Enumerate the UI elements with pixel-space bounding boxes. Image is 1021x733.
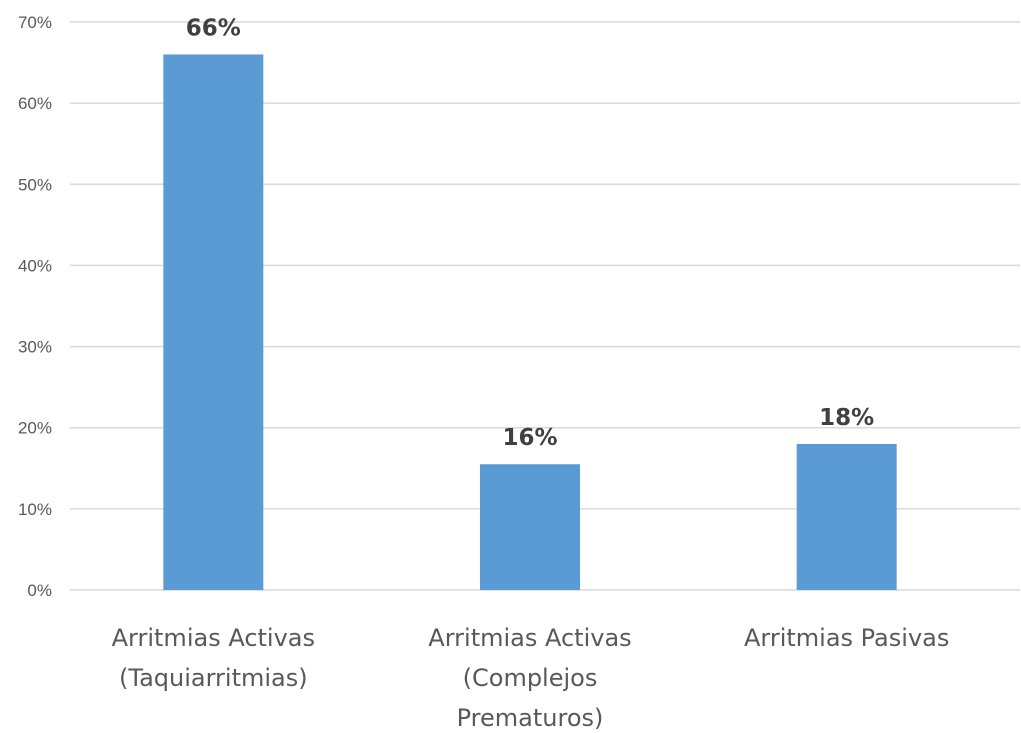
- y-tick-label: 10%: [18, 500, 52, 519]
- data-label: 16%: [502, 425, 557, 451]
- data-label: 66%: [186, 15, 241, 41]
- y-tick-label: 40%: [18, 256, 52, 275]
- data-labels: 66% 16% 18%: [186, 15, 874, 451]
- x-category-label: Arritmias Pasivas: [744, 624, 949, 652]
- bar: [163, 54, 264, 590]
- bar: [480, 464, 580, 590]
- data-label: 18%: [819, 405, 874, 431]
- bar: [796, 443, 897, 590]
- y-tick-label: 70%: [18, 13, 52, 32]
- x-axis-category-labels: Arritmias Activas (Taquiarritmias) Arritmi…: [112, 624, 950, 732]
- x-category-label: Arritmias Activas (Taquiarritmias): [112, 624, 315, 692]
- y-tick-label: 60%: [18, 94, 52, 113]
- bars: [163, 54, 897, 590]
- y-tick-label: 50%: [18, 175, 52, 194]
- x-category-label: Arritmias Activas (Complejos Prematuros): [428, 624, 631, 732]
- y-tick-label: 20%: [18, 419, 52, 438]
- y-tick-label: 0%: [27, 581, 52, 600]
- y-tick-label: 30%: [18, 338, 52, 357]
- y-axis-tick-labels: 0% 10% 20% 30% 40% 50% 60% 70%: [18, 13, 52, 600]
